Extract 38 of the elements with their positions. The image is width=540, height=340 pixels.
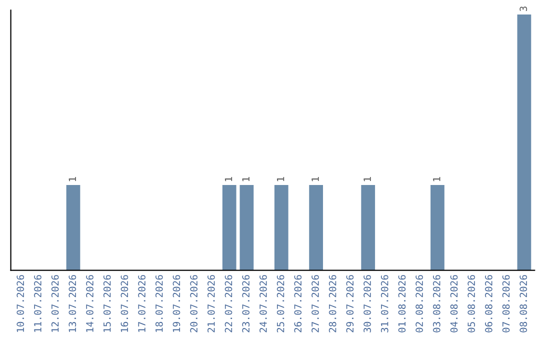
x-tick-label: 20.07.2026 [190,275,198,332]
x-tick-label: 03.08.2026 [432,275,440,332]
x-tick-label: 28.07.2026 [328,275,336,332]
x-tick-label: 07.08.2026 [502,275,510,332]
data-label: 1 [312,177,319,182]
x-tick-label: 24.07.2026 [260,275,267,332]
x-tick-label: 14.07.2026 [86,275,94,332]
x-tick-label: 11.07.2026 [34,275,42,332]
data-label: 1 [242,177,250,182]
x-tick-label: 04.08.2026 [450,275,458,332]
x-tick-label: 08.08.2026 [520,275,528,332]
x-tick-label: 21.07.2026 [207,275,215,332]
x-tick-label: 12.07.2026 [51,275,59,332]
x-tick-label: 13.07.2026 [68,275,76,332]
x-tick-label: 25.07.2026 [276,275,284,332]
data-label: 1 [68,177,76,182]
x-tick-label: 06.08.2026 [484,275,492,332]
x-tick-label: 22.07.2026 [224,275,232,332]
x-tick-label: 01.08.2026 [398,275,406,332]
x-tick-label: 26.07.2026 [294,275,302,332]
data-label: 1 [276,177,284,182]
x-tick-label: 16.07.2026 [120,275,128,332]
data-label: 1 [224,177,232,182]
data-label: 1 [364,177,371,182]
x-tick-label: 30.07.2026 [364,275,371,332]
data-label: 3 [520,6,528,12]
x-tick-label: 27.07.2026 [312,275,319,332]
x-tick-label: 05.08.2026 [468,275,476,332]
x-tick-label: 29.07.2026 [346,275,354,332]
x-tick-label: 02.08.2026 [416,275,423,332]
x-tick-label: 18.07.2026 [155,275,163,332]
x-tick-label: 17.07.2026 [138,275,146,332]
x-tick-label: 19.07.2026 [172,275,180,332]
x-tick-label: 23.07.2026 [242,275,250,332]
x-tick-label: 10.07.2026 [16,275,24,332]
x-tick-label: 31.07.2026 [380,275,388,332]
data-label: 1 [433,177,440,182]
x-tick-label: 15.07.2026 [103,275,111,332]
